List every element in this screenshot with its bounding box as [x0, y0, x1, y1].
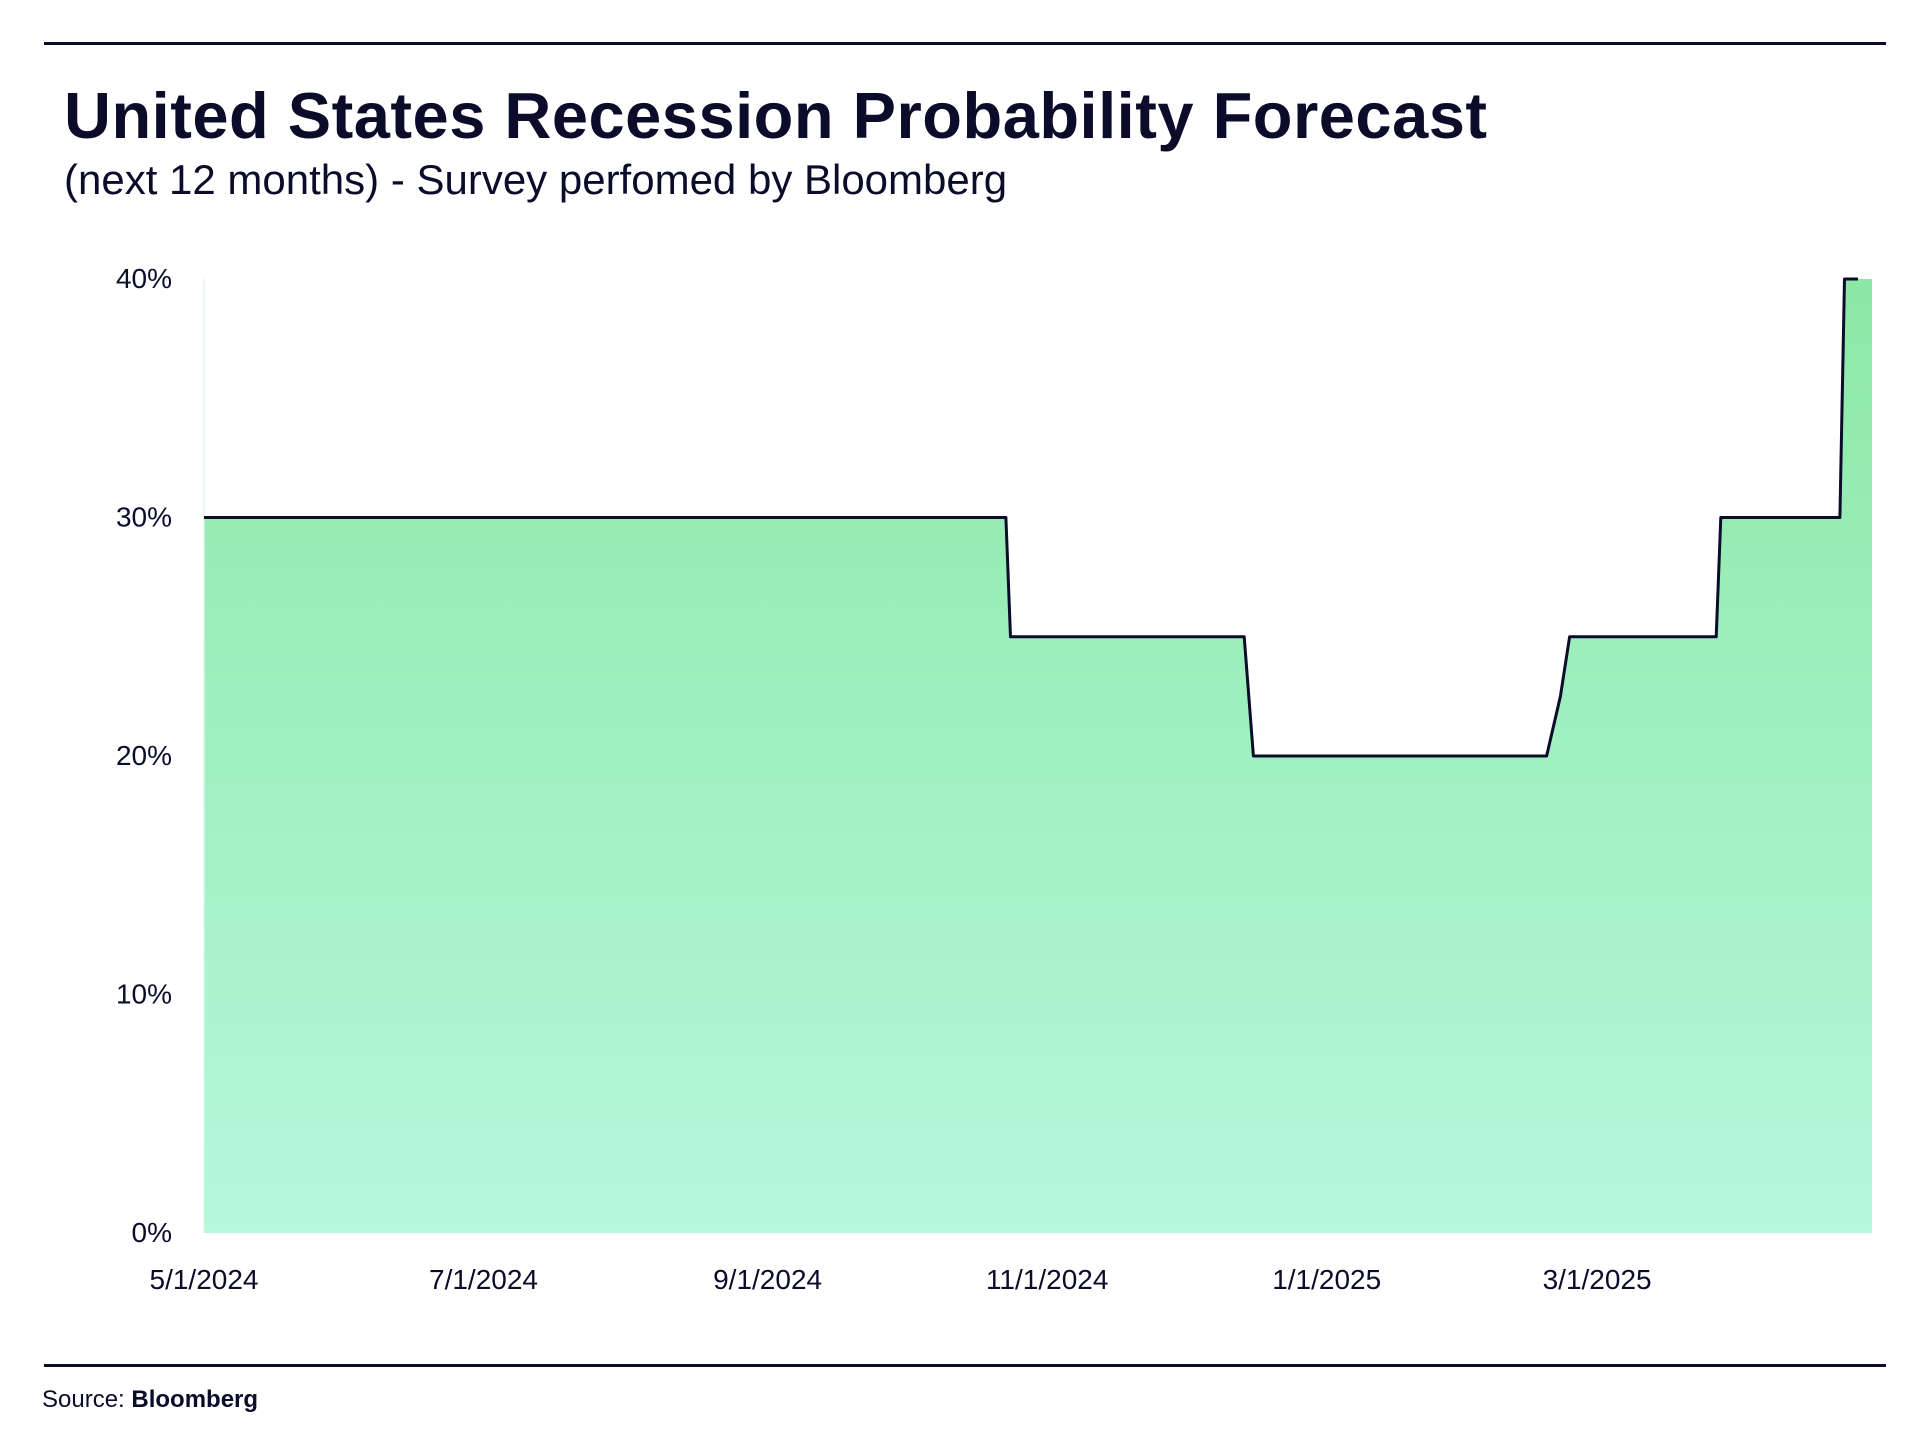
source-value: Bloomberg — [131, 1386, 259, 1413]
chart-title: United States Recession Probability Fore… — [64, 79, 1488, 152]
chart-subtitle: (next 12 months) - Survey perfomed by Bl… — [64, 156, 1008, 203]
series-line — [204, 277, 1858, 758]
x-tick-label: 9/1/2024 — [713, 1264, 822, 1295]
bottom-rule — [44, 1364, 1886, 1367]
source-note: Source: Bloomberg — [42, 1386, 258, 1414]
source-label: Source: — [42, 1386, 125, 1413]
x-tick-label: 3/1/2025 — [1543, 1264, 1652, 1295]
y-tick-label: 40% — [116, 263, 172, 294]
series-area — [204, 279, 1872, 1233]
x-tick-label: 11/1/2024 — [986, 1264, 1109, 1295]
y-tick-label: 30% — [116, 502, 172, 533]
x-tick-label: 7/1/2024 — [429, 1264, 538, 1295]
x-tick-label: 5/1/2024 — [150, 1264, 259, 1295]
top-rule — [44, 42, 1886, 45]
y-tick-label: 0% — [132, 1217, 172, 1248]
x-tick-label: 1/1/2025 — [1272, 1264, 1381, 1295]
y-tick-label: 20% — [116, 740, 172, 771]
y-tick-label: 10% — [116, 979, 172, 1010]
